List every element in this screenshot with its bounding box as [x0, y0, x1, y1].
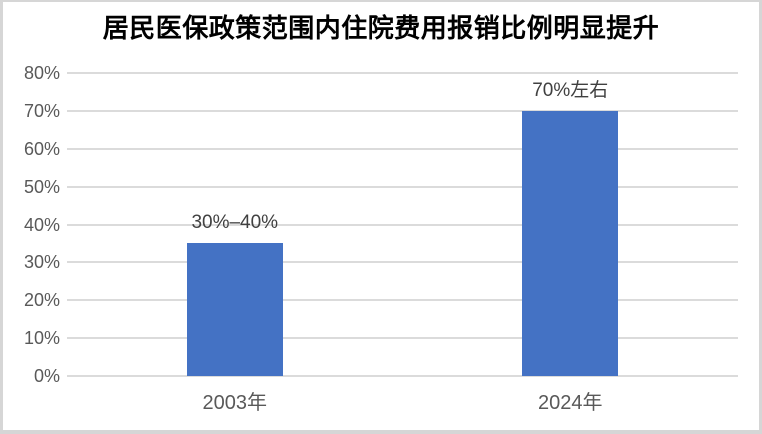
gridline-70% [67, 109, 738, 112]
gridline-30% [67, 261, 738, 264]
y-tick-label-70%: 70% [23, 100, 60, 121]
y-tick-label-40%: 40% [23, 214, 60, 235]
gridline-0% [67, 375, 738, 377]
gridline-10% [67, 337, 738, 340]
gridline-50% [67, 185, 738, 188]
y-tick-label-30%: 30% [23, 252, 60, 273]
chart-title: 居民医保政策范围内住院费用报销比例明显提升 [102, 13, 660, 43]
y-tick-label-50%: 50% [23, 176, 60, 197]
y-tick-label-60%: 60% [23, 138, 60, 159]
bar-value-label-2024年: 70%左右 [532, 79, 609, 101]
bar-2003年 [186, 243, 283, 376]
y-tick-label-80%: 80% [23, 63, 60, 83]
gridline-60% [67, 147, 738, 150]
gridline-20% [67, 299, 738, 302]
y-tick-label-10%: 10% [23, 328, 60, 349]
x-tick-label-2003年: 2003年 [202, 392, 268, 414]
y-tick-label-20%: 20% [23, 290, 60, 311]
y-tick-label-0%: 0% [33, 366, 60, 386]
bar-2024年 [522, 110, 619, 376]
gridline-40% [67, 223, 738, 226]
bar-value-label-2003年: 30%–40% [191, 212, 279, 234]
gridline-80% [67, 72, 738, 74]
x-tick-label-2024年: 2024年 [538, 392, 603, 414]
plot-area: 30%–40% 70%左右 [67, 72, 738, 377]
